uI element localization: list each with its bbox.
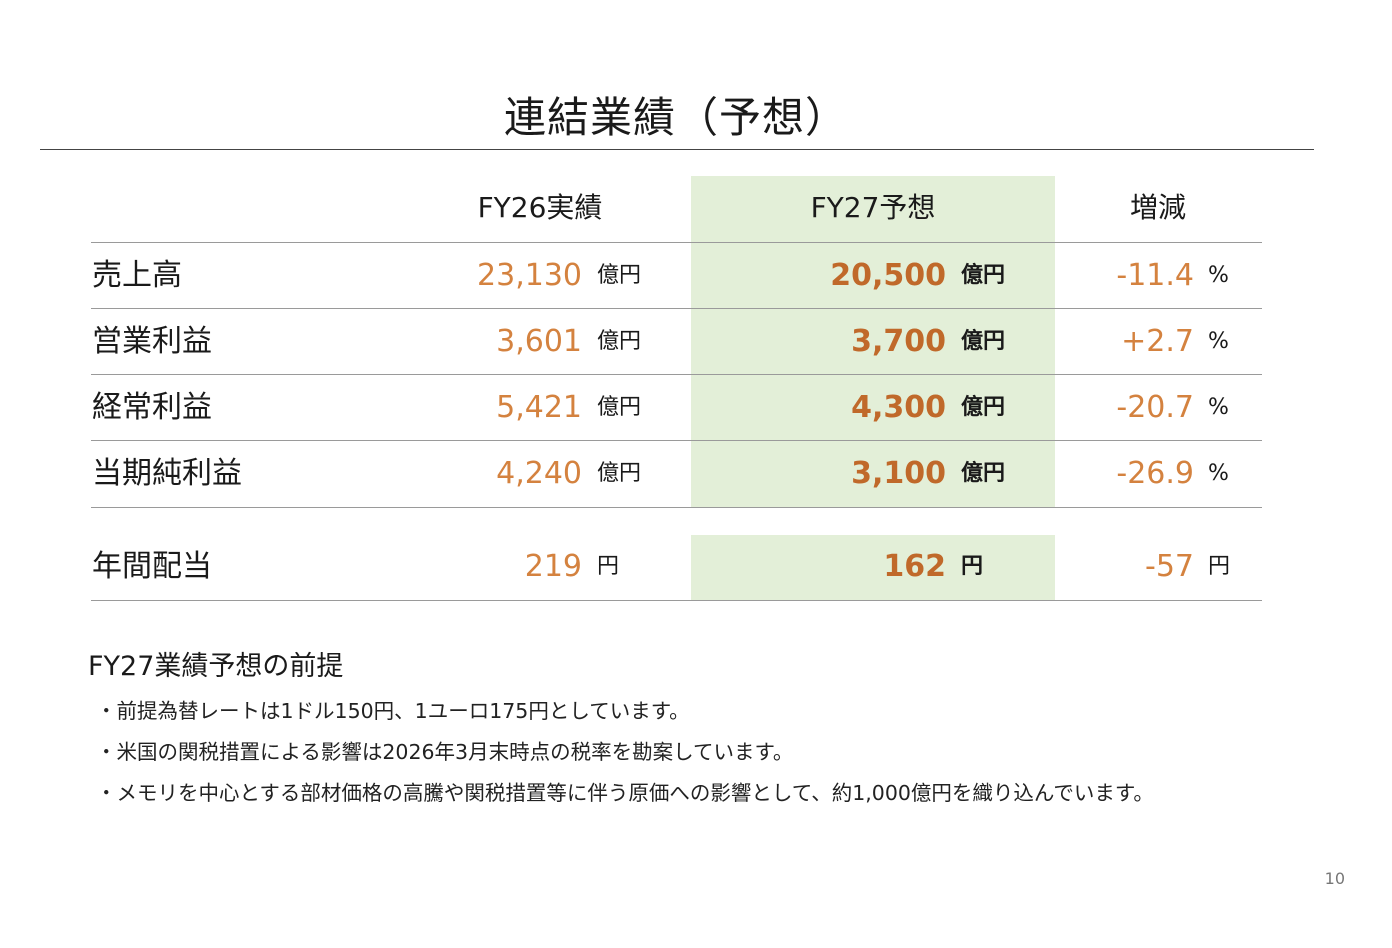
table-row: 売上高 23,130 億円 20,500 億円 -11.4 %: [0, 243, 1392, 309]
fy27-value: 4,300: [851, 390, 946, 425]
fy27-value: 3,700: [851, 324, 946, 359]
change-unit: %: [1208, 329, 1229, 354]
change-value: -57: [1145, 549, 1194, 584]
fy26-unit: 億円: [597, 263, 642, 288]
assumptions-list: ・前提為替レートは1ドル150円、1ユーロ175円としています。 ・米国の関税措…: [96, 693, 1154, 816]
row-label: 売上高: [92, 258, 182, 293]
title-divider: [40, 149, 1314, 150]
fy27-value: 3,100: [851, 456, 946, 491]
row-label: 年間配当: [92, 549, 212, 584]
change-value: -26.9: [1116, 456, 1194, 491]
table-row: 当期純利益 4,240 億円 3,100 億円 -26.9 %: [0, 441, 1392, 507]
fy27-value: 162: [883, 549, 946, 584]
fy26-value: 3,601: [496, 324, 582, 359]
table-row: 経常利益 5,421 億円 4,300 億円 -20.7 %: [0, 375, 1392, 441]
dividend-row: 年間配当 219 円 162 円 -57 円: [0, 534, 1392, 600]
slide-title: 連結業績（予想）: [503, 93, 848, 142]
row-label: 経常利益: [92, 390, 212, 425]
fy26-unit: 億円: [597, 329, 642, 354]
fy27-unit: 億円: [961, 263, 1006, 288]
fy26-unit: 億円: [597, 461, 642, 486]
list-item: ・米国の関税措置による影響は2026年3月末時点の税率を勘案しています。: [96, 740, 794, 764]
fy26-value: 219: [524, 549, 582, 584]
header-fy26: FY26実績: [477, 191, 603, 224]
table-rule: [91, 440, 1262, 441]
fy27-column-highlight: [691, 176, 1055, 508]
fy27-dividend-highlight: [691, 535, 1055, 601]
assumptions-title: FY27業績予想の前提: [88, 651, 344, 682]
fy26-unit: 円: [597, 554, 620, 579]
change-value: -20.7: [1116, 390, 1194, 425]
header-change: 増減: [1129, 191, 1186, 224]
fy26-value: 23,130: [477, 258, 582, 293]
table-rule: [91, 374, 1262, 375]
fy27-unit: 億円: [961, 395, 1006, 420]
table-rule: [91, 308, 1262, 309]
fy27-unit: 億円: [961, 329, 1006, 354]
fy26-value: 4,240: [496, 456, 582, 491]
change-value: +2.7: [1121, 324, 1194, 359]
row-label: 営業利益: [92, 324, 212, 359]
table-rule: [91, 507, 1262, 508]
change-unit: %: [1208, 263, 1229, 288]
change-unit: %: [1208, 395, 1229, 420]
fy27-unit: 円: [961, 554, 984, 579]
table-row: 営業利益 3,601 億円 3,700 億円 +2.7 %: [0, 309, 1392, 375]
list-item: ・メモリを中心とする部材価格の高騰や関税措置等に伴う原価への影響として、約1,0…: [96, 781, 1154, 805]
change-unit: %: [1208, 461, 1229, 486]
change-unit: 円: [1208, 554, 1231, 579]
table-rule: [91, 242, 1262, 243]
list-item: ・前提為替レートは1ドル150円、1ユーロ175円としています。: [96, 699, 690, 723]
fy26-value: 5,421: [496, 390, 582, 425]
header-fy27: FY27予想: [810, 191, 936, 224]
table-rule: [91, 600, 1262, 601]
fy26-unit: 億円: [597, 395, 642, 420]
change-value: -11.4: [1116, 258, 1194, 293]
fy27-unit: 億円: [961, 461, 1006, 486]
fy27-value: 20,500: [830, 258, 946, 293]
page-number: 10: [1324, 869, 1345, 888]
row-label: 当期純利益: [92, 456, 242, 491]
